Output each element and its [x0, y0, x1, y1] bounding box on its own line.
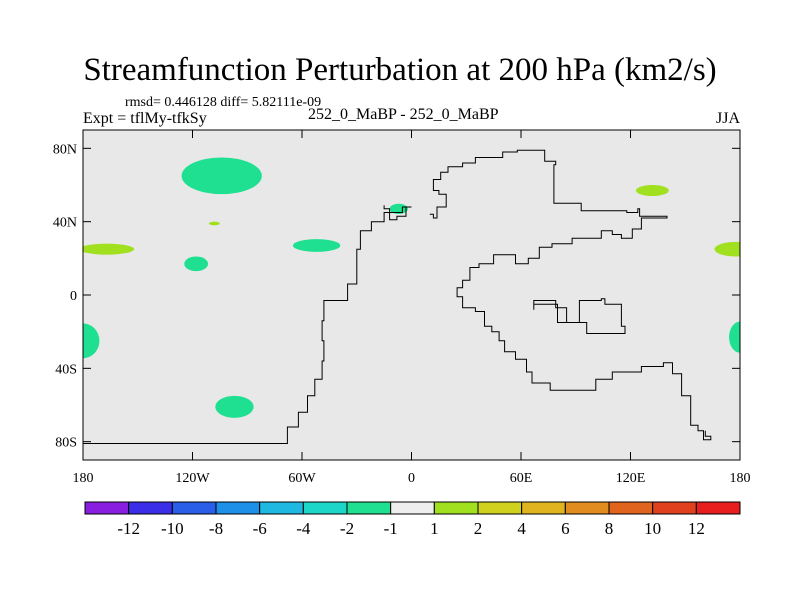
colorbar-label: -8	[209, 519, 223, 538]
x-tick-label: 60W	[288, 471, 316, 486]
colorbar-box	[652, 501, 697, 515]
anomaly-region	[83, 323, 100, 359]
colorbar-box	[84, 501, 130, 515]
colorbar-box	[171, 501, 217, 515]
colorbar-label: -12	[117, 519, 140, 538]
anomaly-region	[714, 241, 740, 257]
colorbar-box	[390, 501, 435, 515]
colorbar-box	[346, 501, 392, 515]
colorbar-label: 6	[561, 519, 570, 538]
anomaly-region	[181, 157, 262, 195]
x-tick-label: 60E	[510, 471, 533, 486]
colorbar-box	[433, 501, 479, 515]
colorbar-box	[608, 501, 654, 515]
colorbar-box	[128, 501, 173, 515]
colorbar-label: -6	[253, 519, 267, 538]
colorbar-label: -2	[340, 519, 354, 538]
land-outline	[83, 205, 412, 444]
y-tick-label: 40N	[53, 216, 77, 231]
anomaly-region	[292, 239, 341, 252]
colorbar-label: 4	[517, 519, 526, 538]
x-tick-label: 180	[73, 471, 94, 486]
season-label: JJA	[716, 110, 741, 127]
anomaly-region	[635, 185, 669, 196]
x-tick-label: 120W	[175, 471, 210, 486]
anomaly-region	[208, 221, 220, 226]
colorbar-label: -10	[161, 519, 184, 538]
colorbar-box	[695, 501, 741, 515]
y-tick-label: 80S	[55, 436, 77, 451]
colorbar-label: 8	[605, 519, 614, 538]
stats-label: rmsd= 0.446128 diff= 5.82111e-09	[125, 95, 322, 110]
colorbar-label: 2	[474, 519, 483, 538]
x-tick-label: 120E	[616, 471, 646, 486]
y-tick-label: 0	[70, 289, 77, 304]
anomaly-region	[389, 203, 408, 214]
anomaly-region	[184, 256, 209, 272]
y-tick-label: 40S	[55, 362, 77, 377]
anomaly-region	[83, 243, 135, 255]
colorbar-label: -1	[384, 519, 398, 538]
x-tick-label: 180	[730, 471, 751, 486]
anomaly-region	[215, 395, 254, 418]
colorbar-label: -4	[296, 519, 311, 538]
anomaly-region	[729, 321, 740, 353]
colorbar-box	[521, 501, 566, 515]
x-tick-label: 0	[408, 471, 415, 486]
colorbar-box	[215, 501, 261, 515]
period-label: 252_0_MaBP - 252_0_MaBP	[308, 106, 499, 123]
colorbar-box	[564, 501, 610, 515]
colorbar-label: 1	[430, 519, 439, 538]
colorbar-box	[302, 501, 348, 515]
chart-title: Streamfunction Perturbation at 200 hPa (…	[83, 52, 717, 88]
land-outline	[429, 149, 712, 441]
experiment-label: Expt = tflMy-tfkSy	[83, 110, 207, 127]
colorbar-box	[259, 501, 304, 515]
colorbar-label: 12	[688, 519, 705, 538]
y-tick-label: 80N	[53, 142, 77, 157]
land-outline	[533, 298, 626, 334]
colorbar-label: 10	[644, 519, 661, 538]
plot-area	[83, 130, 740, 460]
colorbar-box	[477, 501, 523, 515]
